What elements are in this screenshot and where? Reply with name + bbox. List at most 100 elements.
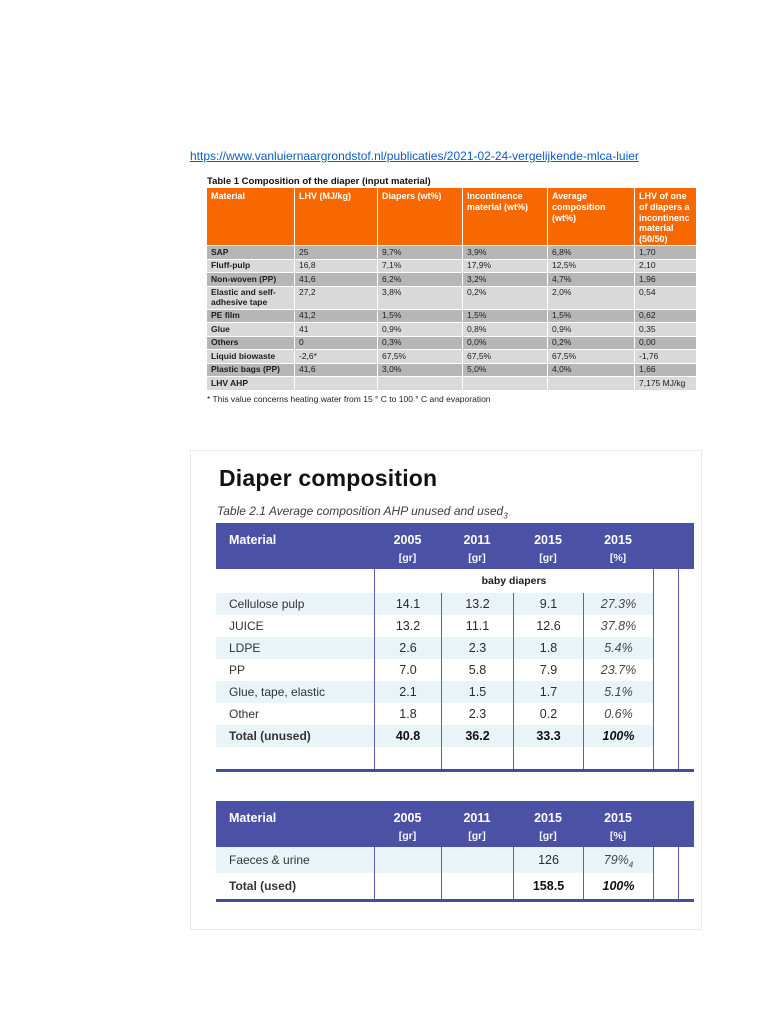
header-year-2005: 2005 — [393, 533, 422, 547]
material-cell: Glue — [207, 323, 295, 336]
table-row: Total (used) 158.5 100% — [216, 873, 694, 899]
value-cell: 6,8% — [548, 246, 635, 259]
header-year-2011: 2011 — [463, 811, 491, 825]
value-cell: 67,5% — [378, 350, 463, 363]
material-cell: Plastic bags (PP) — [207, 363, 295, 377]
source-url-link[interactable]: https://www.vanluiernaargrondstof.nl/pub… — [190, 149, 639, 163]
material-cell: PP — [229, 663, 246, 677]
value-cell: 4,0% — [548, 363, 635, 377]
percent-value: 79% — [603, 853, 629, 867]
table-1-body: SAP 25 9,7% 3,9% 6,8% 1,70 Fluff-pulp 16… — [207, 245, 697, 390]
header-unit-gr: [gr] — [398, 552, 417, 564]
percent-cell: 100% — [583, 873, 653, 899]
value-cell: 0 — [295, 336, 378, 350]
header-year-2011: 2011 — [463, 533, 491, 547]
value-cell: 25 — [295, 246, 378, 259]
value-2015-cell: 1.7 — [513, 681, 583, 703]
value-cell: 4,7% — [548, 273, 635, 286]
value-2005-cell: 7.0 — [374, 659, 441, 681]
material-cell: Liquid biowaste — [207, 350, 295, 363]
value-cell: 3,9% — [463, 246, 548, 259]
percent-cell: 27.3% — [583, 593, 653, 615]
value-2005-cell: 2.1 — [374, 681, 441, 703]
material-cell: PE film — [207, 309, 295, 323]
value-cell — [295, 377, 378, 390]
table-row: SAP 25 9,7% 3,9% 6,8% 1,70 — [207, 245, 697, 259]
material-cell: Others — [207, 336, 295, 350]
table-row: PE film 41,2 1,5% 1,5% 1,5% 0,62 — [207, 308, 697, 323]
value-2015-cell: 126 — [513, 847, 583, 873]
table-row: Fluff-pulp 16,8 7,1% 17,9% 12,5% 2,10 — [207, 258, 697, 273]
material-cell: Total (unused) — [216, 725, 374, 747]
header-year-2015: 2015 — [534, 811, 562, 825]
table-bottom-rule — [216, 769, 694, 772]
table-row: Liquid biowaste -2,6* 67,5% 67,5% 67,5% … — [207, 349, 697, 363]
value-cell — [548, 377, 635, 390]
table-bottom-rule — [216, 899, 694, 902]
value-2011-cell: 5.8 — [441, 659, 513, 681]
value-cell: 3,8% — [378, 286, 463, 309]
value-2011-cell: 13.2 — [441, 593, 513, 615]
material-cell: Non-woven (PP) — [207, 273, 295, 286]
value-cell: 67,5% — [463, 350, 548, 363]
group-header-row: baby diapers — [216, 569, 694, 593]
value-cell: 41 — [295, 323, 378, 336]
value-cell: 0,54 — [635, 286, 697, 309]
value-cell: 6,2% — [378, 273, 463, 286]
value-cell: 2,10 — [635, 259, 697, 273]
page-title: Diaper composition — [219, 465, 438, 491]
value-cell: 0,35 — [635, 323, 697, 336]
header-unit-gr: [gr] — [398, 830, 417, 842]
value-cell: 0,0% — [463, 336, 548, 350]
caption-footnote-marker: 3 — [503, 511, 508, 521]
value-cell: 9,7% — [378, 246, 463, 259]
percent-cell: 0.6% — [583, 703, 653, 725]
percent-cell: 5.4% — [583, 637, 653, 659]
material-cell: Fluff-pulp — [207, 259, 295, 273]
value-2005-cell: 2.6 — [374, 637, 441, 659]
table-used: Material 2005 2011 2015 2015 [gr] [gr] [… — [216, 801, 694, 902]
material-cell: Elastic and self-adhesive tape — [207, 286, 295, 309]
material-cell: LDPE — [216, 637, 374, 659]
hyperlink-line: https://www.vanluiernaargrondstof.nl/pub… — [190, 149, 768, 163]
table-row: Glue, tape, elastic 2.1 1.5 1.7 5.1% — [216, 681, 694, 703]
material-cell: Other — [229, 707, 260, 721]
percent-cell: 5.1% — [583, 681, 653, 703]
header-material: Material — [229, 811, 277, 825]
value-cell: 12,5% — [548, 259, 635, 273]
value-2011-cell: 2.3 — [441, 703, 513, 725]
value-cell: 1,5% — [378, 309, 463, 323]
column-header-diapers: Diapers (wt%) — [378, 188, 463, 245]
table-2-1-unused: Material 2005 2011 2015 2015 [gr] [gr] [… — [216, 523, 694, 772]
value-2011-cell — [441, 873, 513, 899]
value-cell: 41,6 — [295, 363, 378, 377]
table-2-1-caption: Table 2.1 Average composition AHP unused… — [217, 504, 508, 520]
value-cell: 0,3% — [378, 336, 463, 350]
column-header-average: Average composition (wt%) — [548, 188, 635, 245]
value-2005-cell: 1.8 — [374, 703, 441, 725]
value-cell: 16,8 — [295, 259, 378, 273]
used-table-header: Material 2005 2011 2015 2015 [gr] [gr] [… — [216, 801, 694, 847]
percent-value: 100% — [602, 879, 635, 893]
table-row: Others 0 0,3% 0,0% 0,2% 0,00 — [207, 335, 697, 350]
material-cell: SAP — [207, 246, 295, 259]
value-2005-cell: 14.1 — [374, 593, 441, 615]
value-cell: 0,9% — [548, 323, 635, 336]
table-row: Plastic bags (PP) 41,6 3,0% 5,0% 4,0% 1,… — [207, 362, 697, 377]
value-cell: 41,2 — [295, 309, 378, 323]
header-material: Material — [229, 533, 277, 547]
value-cell: -2,6* — [295, 350, 378, 363]
value-cell: 1,96 — [635, 273, 697, 286]
table-row: LDPE 2.6 2.3 1.8 5.4% — [216, 637, 694, 659]
table-row: Cellulose pulp 14.1 13.2 9.1 27.3% — [216, 593, 694, 615]
value-2005-cell — [374, 847, 441, 873]
column-header-lhv-5050: LHV of one of diapers a incontinenc mate… — [635, 188, 697, 245]
value-cell: 67,5% — [548, 350, 635, 363]
value-cell: 27,2 — [295, 286, 378, 309]
used-table-body: Faeces & urine 126 79%4 Total (used) 158… — [216, 847, 694, 899]
value-cell: 17,9% — [463, 259, 548, 273]
value-cell: 1,5% — [548, 309, 635, 323]
table-1-input-material: Material LHV (MJ/kg) Diapers (wt%) Incon… — [207, 188, 697, 390]
value-2015-cell: 1.8 — [513, 637, 583, 659]
table-1-caption: Table 1 Composition of the diaper (input… — [207, 176, 431, 187]
